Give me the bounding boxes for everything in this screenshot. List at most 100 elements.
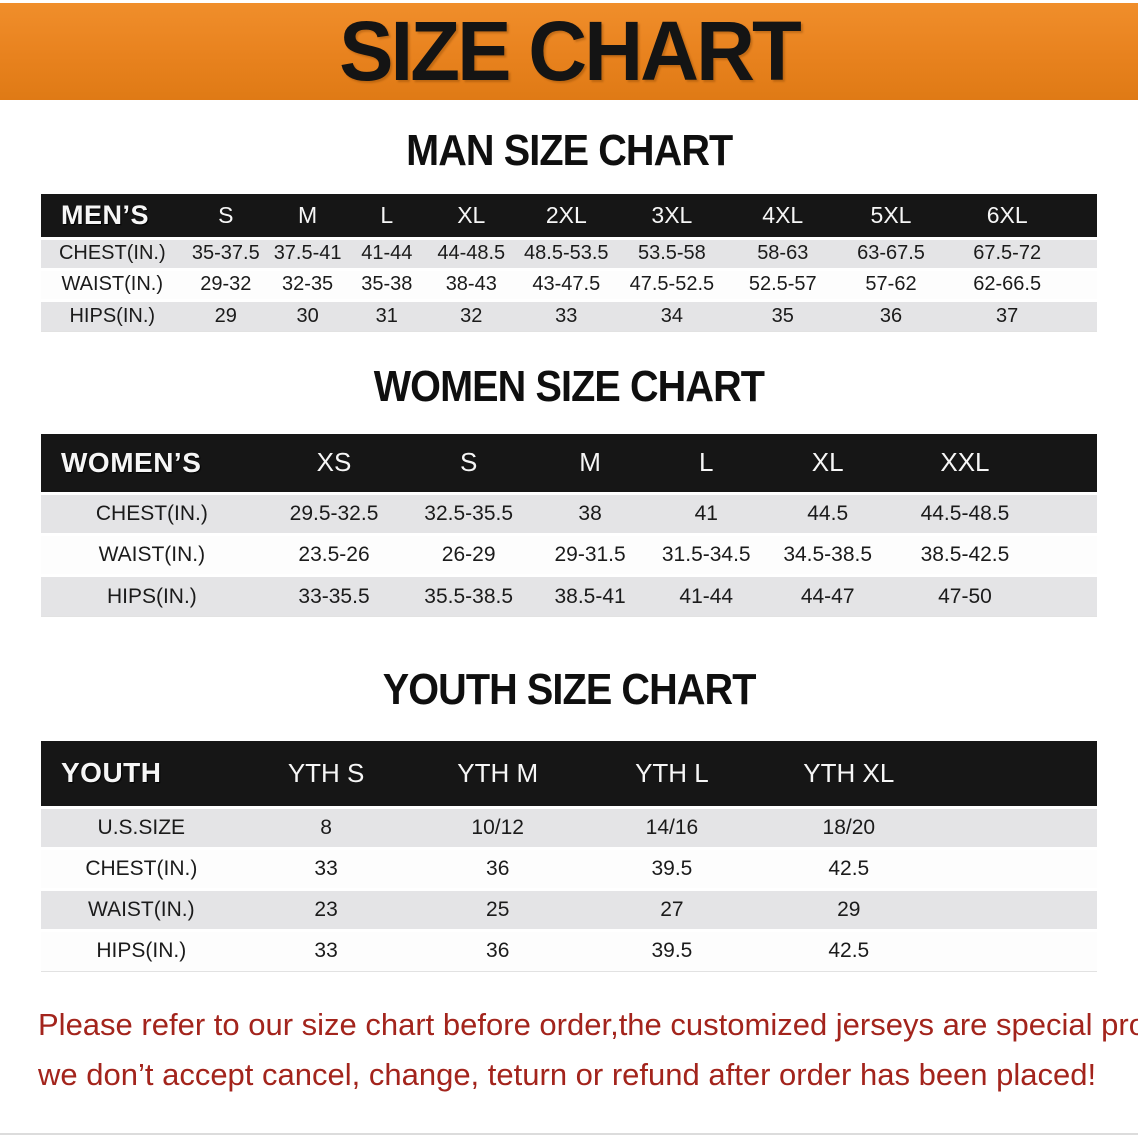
row-spacer [938,928,1097,972]
size-value: 25 [410,887,585,930]
size-value: 37 [943,298,1071,332]
column-header: YTH XL [759,741,939,807]
size-value: 33-35.5 [262,574,406,617]
column-header: YTH M [410,741,585,807]
size-value: 23.5-26 [262,533,406,576]
size-value: 38.5-41 [532,574,649,617]
size-value: 35-38 [347,267,427,300]
size-value: 29 [183,298,269,332]
size-table: MEN’S S M L XL 2XL 3XL 4XL 5XL 6XL CHEST(IN.) 35-37… [41,194,1097,332]
size-value: 34 [616,298,728,332]
column-header: YTH S [241,741,411,807]
section-men: MAN SIZE CHART MEN’S S M L XL 2XL 3XL 4XL 5XL 6XL… [0,126,1138,332]
men-heading-text: MAN SIZE CHART [405,126,733,175]
men-size-table-container: MEN’S S M L XL 2XL 3XL 4XL 5XL 6XL CHEST(IN.) 35-37… [0,194,1138,332]
row-spacer [1038,533,1097,576]
size-value: 26-29 [405,533,533,576]
size-table: WOMEN’S XS S M L XL XXL CHEST(IN.) 29.5-32.5 32.5… [41,433,1097,617]
size-value: 29-31.5 [532,533,649,576]
size-value: 18/20 [759,805,939,848]
column-header: S [183,194,269,238]
row-label: CHEST(IN.) [41,236,184,269]
size-value: 31.5-34.5 [648,533,765,576]
column-header: S [405,433,533,494]
women-size-table-container: WOMEN’S XS S M L XL XXL CHEST(IN.) 29.5-32.5 32.5… [0,433,1138,617]
size-value: 36 [410,846,585,889]
size-value: 8 [241,805,411,848]
size-value: 63-67.5 [838,236,944,269]
disclaimer: Please refer to our size chart before or… [0,1000,1138,1100]
size-chart-content: MAN SIZE CHART MEN’S S M L XL 2XL 3XL 4XL 5XL 6XL… [0,126,1138,972]
size-value: 38.5-42.5 [891,533,1039,576]
size-value: 36 [838,298,944,332]
size-value: 41-44 [648,574,765,617]
size-value: 32.5-35.5 [405,492,533,535]
column-header: XXL [891,433,1039,494]
youth-size-table-container: YOUTH YTH S YTH M YTH L YTH XL U.S.SIZE 8 10/12… [0,741,1138,972]
size-value: 47.5-52.5 [616,267,728,300]
row-label: U.S.SIZE [41,805,242,848]
table-row: HIPS(IN.) 33-35.5 35.5-38.5 38.5-41 41-44 44-… [41,574,1097,617]
size-chart-banner: SIZE CHART [0,3,1138,100]
row-spacer [1070,298,1097,332]
row-label: HIPS(IN.) [41,928,242,972]
column-header: XS [262,433,406,494]
column-header: 5XL [838,194,944,238]
size-value: 39.5 [584,928,760,972]
table-corner-label: YOUTH [41,741,242,807]
youth-section-heading: YOUTH SIZE CHART [0,665,1138,715]
row-spacer [1070,267,1097,300]
size-value: 48.5-53.5 [516,236,617,269]
size-value: 67.5-72 [943,236,1071,269]
section-youth: YOUTH SIZE CHART YOUTH YTH S YTH M YTH L YTH… [0,665,1138,972]
size-value: 47-50 [891,574,1039,617]
section-women: WOMEN SIZE CHART WOMEN’S XS S M L XL XXL CHEST(… [0,362,1138,617]
size-value: 32 [426,298,517,332]
size-value: 41 [648,492,765,535]
women-heading-text: WOMEN SIZE CHART [373,361,765,411]
size-value: 35.5-38.5 [405,574,533,617]
youth-heading-text: YOUTH SIZE CHART [382,665,757,714]
table-row: HIPS(IN.) 33 36 39.5 42.5 [41,928,1097,972]
column-header: 4XL [727,194,839,238]
header-spacer [938,741,1097,807]
size-value: 57-62 [838,267,944,300]
size-value: 35-37.5 [183,236,269,269]
size-value: 33 [241,846,411,889]
size-value: 29-32 [183,267,269,300]
men-section-heading: MAN SIZE CHART [0,126,1138,176]
size-value: 44.5-48.5 [891,492,1039,535]
size-table: YOUTH YTH S YTH M YTH L YTH XL U.S.SIZE 8 10/12… [41,741,1097,972]
table-row: CHEST(IN.) 35-37.5 37.5-41 41-44 44-48.5 48.5… [41,236,1097,269]
size-value: 29.5-32.5 [262,492,406,535]
column-header: XL [426,194,517,238]
column-header: M [268,194,348,238]
size-value: 58-63 [727,236,839,269]
women-section-heading: WOMEN SIZE CHART [0,362,1138,412]
size-value: 29 [759,887,939,930]
column-header: XL [764,433,892,494]
table-header-row: MEN’S S M L XL 2XL 3XL 4XL 5XL 6XL [41,194,1097,238]
table-row: WAIST(IN.) 29-32 32-35 35-38 38-43 43-47.5 47.… [41,267,1097,300]
row-label: CHEST(IN.) [41,492,263,535]
size-value: 33 [241,928,411,972]
row-spacer [1070,236,1097,269]
size-value: 38-43 [426,267,517,300]
table-row: U.S.SIZE 8 10/12 14/16 18/20 [41,805,1097,848]
size-value: 36 [410,928,585,972]
row-label: WAIST(IN.) [41,887,242,930]
column-header: 3XL [616,194,728,238]
table-row: WAIST(IN.) 23.5-26 26-29 29-31.5 31.5-34.5 34… [41,533,1097,576]
size-value: 10/12 [410,805,585,848]
size-value: 44.5 [764,492,892,535]
row-label: WAIST(IN.) [41,267,184,300]
size-value: 39.5 [584,846,760,889]
column-header: 2XL [516,194,617,238]
size-value: 41-44 [347,236,427,269]
size-value: 35 [727,298,839,332]
row-label: WAIST(IN.) [41,533,263,576]
row-spacer [938,805,1097,848]
row-spacer [1038,574,1097,617]
table-corner-label: MEN’S [41,194,184,238]
row-spacer [938,887,1097,930]
